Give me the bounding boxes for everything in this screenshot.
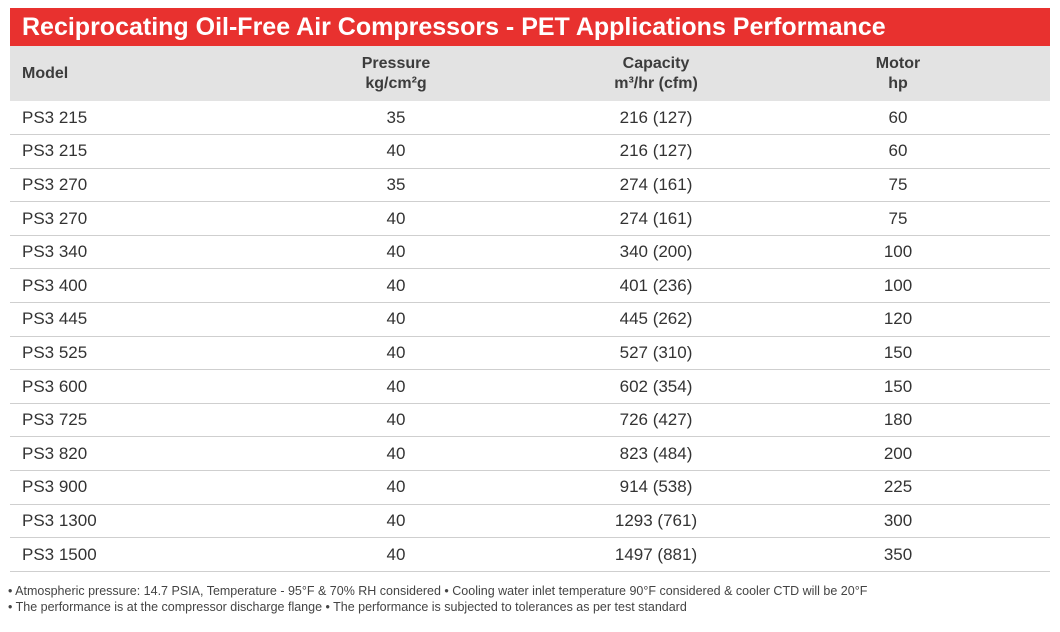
table-row: PS3 340 40 340 (200) 100: [10, 235, 1050, 269]
performance-table: Model Pressure kg/cm²g Capacity m³/hr (c…: [10, 46, 1050, 572]
cell-capacity: 340 (200): [619, 242, 693, 262]
header-motor: Motor hp: [746, 46, 1050, 101]
cell-motor: 225: [883, 477, 913, 497]
cell-motor: 120: [883, 309, 913, 329]
header-model: Model: [22, 64, 69, 82]
cell-model: PS3 215: [22, 107, 88, 127]
cell-capacity: 216 (127): [619, 141, 693, 161]
cell-capacity: 216 (127): [619, 107, 693, 127]
cell-model: PS3 215: [22, 141, 88, 161]
cell-pressure: 40: [386, 242, 406, 262]
cell-motor: 60: [888, 141, 908, 161]
cell-capacity: 823 (484): [619, 443, 693, 463]
table-row: PS3 725 40 726 (427) 180: [10, 403, 1050, 437]
table-row: PS3 600 40 602 (354) 150: [10, 370, 1050, 404]
header-motor-label: Motor: [875, 54, 921, 72]
table-row: PS3 215 40 216 (127) 60: [10, 135, 1050, 169]
cell-pressure: 40: [386, 141, 406, 161]
cell-model: PS3 270: [22, 174, 88, 194]
cell-capacity: 274 (161): [619, 208, 693, 228]
table-row: PS3 400 40 401 (236) 100: [10, 269, 1050, 303]
cell-motor: 350: [883, 544, 913, 564]
cell-capacity: 445 (262): [619, 309, 693, 329]
cell-model: PS3 1300: [22, 510, 97, 530]
table-header-row: Model Pressure kg/cm²g Capacity m³/hr (c…: [10, 46, 1050, 101]
performance-table-panel: Reciprocating Oil-Free Air Compressors -…: [10, 8, 1050, 572]
cell-motor: 100: [883, 275, 913, 295]
table-title: Reciprocating Oil-Free Air Compressors -…: [10, 8, 1050, 46]
header-capacity-unit: m³/hr (cfm): [614, 74, 698, 92]
cell-model: PS3 900: [22, 477, 88, 497]
cell-model: PS3 340: [22, 242, 88, 262]
table-row: PS3 215 35 216 (127) 60: [10, 101, 1050, 135]
table-row: PS3 525 40 527 (310) 150: [10, 336, 1050, 370]
cell-motor: 200: [883, 443, 913, 463]
table-row: PS3 1500 40 1497 (881) 350: [10, 538, 1050, 572]
header-capacity: Capacity m³/hr (cfm): [566, 46, 746, 101]
cell-pressure: 40: [386, 510, 406, 530]
cell-model: PS3 820: [22, 443, 88, 463]
cell-capacity: 726 (427): [619, 410, 693, 430]
cell-pressure: 40: [386, 477, 406, 497]
cell-capacity: 602 (354): [619, 376, 693, 396]
cell-capacity: 274 (161): [619, 174, 693, 194]
cell-capacity: 1293 (761): [614, 510, 698, 530]
cell-model: PS3 445: [22, 309, 88, 329]
cell-capacity: 527 (310): [619, 342, 693, 362]
header-capacity-label: Capacity: [622, 54, 690, 72]
cell-pressure: 35: [386, 174, 406, 194]
table-row: PS3 1300 40 1293 (761) 300: [10, 504, 1050, 538]
cell-pressure: 40: [386, 544, 406, 564]
cell-model: PS3 400: [22, 275, 88, 295]
cell-motor: 150: [883, 342, 913, 362]
cell-model: PS3 1500: [22, 544, 97, 564]
cell-motor: 300: [883, 510, 913, 530]
cell-model: PS3 725: [22, 410, 88, 430]
cell-capacity: 914 (538): [619, 477, 693, 497]
table-row: PS3 445 40 445 (262) 120: [10, 303, 1050, 337]
cell-capacity: 1497 (881): [614, 544, 698, 564]
cell-capacity: 401 (236): [619, 275, 693, 295]
table-row: PS3 270 40 274 (161) 75: [10, 202, 1050, 236]
header-motor-unit: hp: [888, 74, 908, 92]
header-pressure: Pressure kg/cm²g: [226, 46, 566, 101]
cell-pressure: 40: [386, 376, 406, 396]
cell-motor: 60: [888, 107, 908, 127]
cell-pressure: 40: [386, 342, 406, 362]
cell-motor: 150: [883, 376, 913, 396]
cell-pressure: 35: [386, 107, 406, 127]
table-row: PS3 270 35 274 (161) 75: [10, 168, 1050, 202]
cell-model: PS3 525: [22, 342, 88, 362]
cell-motor: 180: [883, 410, 913, 430]
footnotes: • Atmospheric pressure: 14.7 PSIA, Tempe…: [8, 583, 867, 615]
cell-pressure: 40: [386, 410, 406, 430]
cell-motor: 100: [883, 242, 913, 262]
cell-motor: 75: [888, 174, 908, 194]
cell-pressure: 40: [386, 208, 406, 228]
header-pressure-label: Pressure: [361, 54, 431, 72]
table-row: PS3 900 40 914 (538) 225: [10, 471, 1050, 505]
header-pressure-unit: kg/cm²g: [365, 74, 427, 92]
footnote-line: • The performance is at the compressor d…: [8, 600, 687, 614]
cell-model: PS3 600: [22, 376, 88, 396]
cell-model: PS3 270: [22, 208, 88, 228]
cell-motor: 75: [888, 208, 908, 228]
footnote-line: • Atmospheric pressure: 14.7 PSIA, Tempe…: [8, 584, 868, 598]
cell-pressure: 40: [386, 443, 406, 463]
cell-pressure: 40: [386, 309, 406, 329]
cell-pressure: 40: [386, 275, 406, 295]
table-row: PS3 820 40 823 (484) 200: [10, 437, 1050, 471]
